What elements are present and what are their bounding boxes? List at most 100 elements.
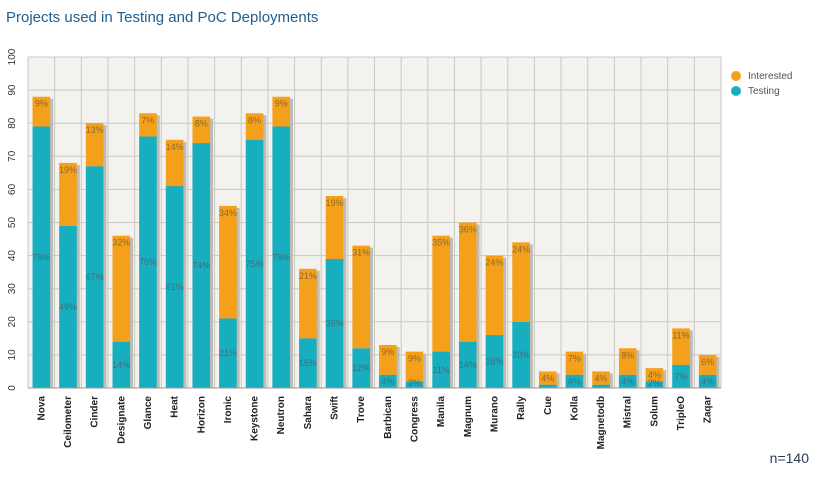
y-tick-label: 20 [7,316,18,328]
data-label-testing: 4% [621,376,634,386]
y-tick-label: 70 [7,150,18,162]
data-label-testing: 14% [112,360,130,370]
data-label-testing: 14% [459,360,477,370]
bar-testing-rally [512,321,530,388]
bar-interested-ceilometer [59,162,77,226]
bar-testing-magnum [458,341,477,388]
x-category-label: Heat [170,395,181,417]
data-label-testing: 79% [272,252,290,262]
data-label-interested: 11% [672,330,689,340]
data-label-interested: 9% [275,99,288,109]
data-label-interested: 35% [432,238,450,248]
data-label-interested: 14% [166,142,184,152]
bar-testing-horizon [192,143,211,388]
x-category-label: Glance [143,396,154,430]
data-label-testing: 79% [32,252,50,262]
y-tick-label: 40 [7,250,18,262]
data-label-interested: 31% [352,248,370,258]
bar-interested-ironic [219,205,237,319]
data-label-testing: 12% [352,363,370,373]
bar-testing-cinder [85,166,104,388]
data-label-interested: 8% [621,350,634,360]
data-label-interested: 19% [326,198,344,208]
bar-testing-glance [139,136,157,388]
data-label-interested: 8% [195,119,208,129]
bar-testing-neutron [272,126,291,388]
bar-interested-neutron [272,96,291,127]
x-category-label: Barbican [383,396,394,439]
x-category-label: Sahara [303,396,314,430]
data-label-interested: 4% [648,370,661,380]
x-category-label: Zaqar [703,396,714,423]
bar-interested-cinder [85,123,104,167]
x-category-label: Cinder [90,396,101,428]
data-label-interested: 9% [381,347,394,357]
bar-testing-trove [352,348,370,388]
x-category-label: TripleO [676,396,687,431]
data-label-interested: 6% [701,357,714,367]
bar-interested-glance [139,113,157,137]
x-category-label: Congress [409,396,420,443]
bar-interested-magnum [458,222,477,342]
data-label-interested: 9% [408,354,421,364]
x-category-label: Magnetodb [596,396,607,449]
data-label-testing: 4% [701,376,714,386]
bar-interested-kolla [565,351,584,375]
data-label-interested: 36% [459,225,477,235]
data-label-testing: 16% [485,357,503,367]
data-label-testing: 15% [299,358,317,368]
bar-interested-zaqar [698,354,717,375]
bar-testing-manila [432,351,450,388]
data-label-interested: 19% [59,165,77,175]
bar-testing-murano [485,335,504,388]
bar-interested-swift [325,196,344,259]
data-label-interested: 24% [485,258,503,268]
bar-testing-nova [32,126,51,388]
bar-interested-heat [165,139,184,187]
data-label-interested: 13% [86,125,104,135]
chart-title: Projects used in Testing and PoC Deploym… [6,9,319,26]
x-category-label: Manila [436,396,447,428]
bar-testing-cue [538,384,557,388]
data-label-interested: 4% [595,373,608,383]
x-category-label: Trove [356,396,367,423]
data-label-testing: 2% [648,378,661,388]
y-tick-label: 100 [7,48,18,65]
legend-marker-interested [731,71,741,81]
bar-interested-trove [352,245,370,349]
legend-label-testing: Testing [748,86,780,97]
bar-interested-magnetodb [592,371,610,385]
data-label-interested: 24% [512,244,530,254]
data-label-interested: 8% [248,115,261,125]
data-label-testing: 7% [675,371,688,381]
bar-testing-designate [112,341,131,388]
x-category-label: Ceilometer [63,396,74,448]
bar-interested-congress [405,351,424,382]
bar-interested-sahara [299,268,317,339]
bar-interested-solum [645,368,664,382]
data-label-testing: 21% [219,348,237,358]
data-label-interested: 32% [112,238,130,248]
bar-interested-keystone [245,113,264,140]
bar-testing-swift [325,258,344,388]
x-category-label: Nova [36,396,47,421]
bar-testing-barbican [379,374,397,388]
bar-interested-manila [432,235,450,352]
x-category-label: Mistral [623,396,634,428]
bar-interested-mistral [618,348,637,375]
y-tick-label: 30 [7,283,18,295]
bar-interested-barbican [379,344,397,375]
data-label-interested: 21% [299,271,317,281]
x-category-label: Murano [489,396,500,432]
legend-label-interested: Interested [748,71,792,82]
x-category-label: Swift [330,395,341,420]
bar-interested-murano [485,255,504,336]
data-label-testing: 61% [166,282,184,292]
data-label-testing: 67% [86,272,104,282]
x-category-label: Horizon [196,396,207,433]
x-category-label: Keystone [250,396,261,441]
x-category-label: Cue [543,396,554,415]
bar-interested-horizon [192,116,211,144]
bar-testing-ceilometer [59,225,77,388]
